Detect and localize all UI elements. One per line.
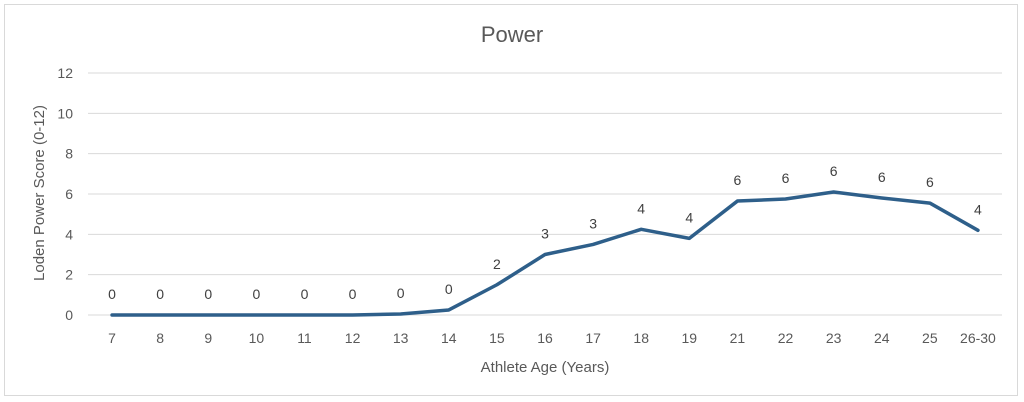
y-tick-label: 0 — [65, 307, 73, 323]
data-label: 6 — [878, 169, 886, 185]
y-tick-label: 8 — [65, 146, 73, 162]
data-label: 0 — [445, 281, 453, 297]
x-tick-label: 17 — [585, 330, 601, 346]
data-label: 0 — [108, 286, 116, 302]
x-tick-label: 10 — [249, 330, 265, 346]
data-label: 6 — [830, 163, 838, 179]
x-tick-label: 7 — [108, 330, 116, 346]
x-tick-label: 19 — [682, 330, 698, 346]
x-tick-label: 25 — [922, 330, 938, 346]
x-tick-label: 24 — [874, 330, 890, 346]
data-label: 0 — [397, 285, 405, 301]
series-line-0 — [110, 190, 980, 317]
y-tick-label: 4 — [65, 226, 73, 242]
data-label: 0 — [349, 286, 357, 302]
x-tick-label: 12 — [345, 330, 361, 346]
x-tick-label: 8 — [156, 330, 164, 346]
chart-title: Power — [481, 22, 543, 47]
x-tick-label: 15 — [489, 330, 505, 346]
x-tick-label: 26-30 — [960, 330, 996, 346]
y-axis-title: Loden Power Score (0-12) — [31, 105, 48, 281]
data-label: 0 — [156, 286, 164, 302]
y-tick-label: 12 — [57, 65, 73, 81]
data-label: 6 — [782, 170, 790, 186]
data-label: 0 — [204, 286, 212, 302]
x-tick-label: 9 — [204, 330, 212, 346]
data-label: 6 — [926, 174, 934, 190]
x-tick-label: 22 — [778, 330, 794, 346]
data-label: 6 — [734, 172, 742, 188]
x-tick-label: 11 — [297, 330, 312, 346]
gridlines — [88, 72, 1002, 316]
data-label: 0 — [252, 286, 260, 302]
y-axis-ticks: 0 2 4 6 8 10 12 — [57, 65, 73, 323]
data-label: 3 — [541, 226, 549, 242]
data-label: 0 — [301, 286, 309, 302]
y-tick-label: 10 — [57, 105, 73, 121]
data-label: 2 — [493, 256, 501, 272]
x-tick-label: 14 — [441, 330, 457, 346]
x-tick-label: 13 — [393, 330, 409, 346]
data-label: 4 — [974, 201, 982, 217]
x-axis-title: Athlete Age (Years) — [481, 359, 610, 376]
y-tick-label: 6 — [65, 186, 73, 202]
x-tick-label: 21 — [730, 330, 746, 346]
series-group — [110, 190, 980, 317]
data-label: 4 — [637, 200, 645, 216]
chart-frame — [4, 4, 1018, 396]
x-axis-ticks: 7 8 9 10 11 12 13 14 15 16 17 18 19 21 22 23 24 25 26-30 — [108, 330, 996, 346]
data-label: 3 — [589, 215, 597, 231]
data-label: 4 — [685, 209, 693, 225]
data-labels: 0 0 0 0 0 0 0 0 2 3 3 4 4 6 6 6 6 6 4 — [108, 163, 982, 302]
y-tick-label: 2 — [65, 267, 73, 283]
x-tick-label: 16 — [537, 330, 553, 346]
x-tick-label: 18 — [633, 330, 649, 346]
x-tick-label: 23 — [826, 330, 842, 346]
